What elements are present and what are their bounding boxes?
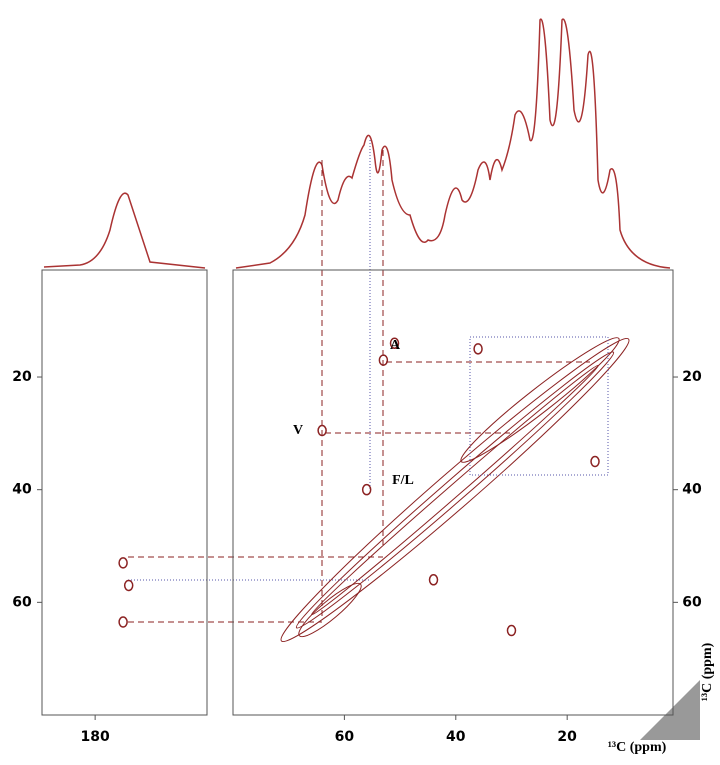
cross-peak [473, 343, 483, 355]
y-tick-label: 40 [682, 482, 702, 498]
y-tick-label: 40 [12, 482, 32, 498]
x-axis-label: ¹³C (ppm) [608, 740, 667, 755]
plot-frame [232, 269, 674, 716]
cross-peak [123, 579, 134, 592]
cross-peak [428, 574, 439, 586]
x-tick-label: 40 [446, 729, 466, 745]
y-tick-label: 60 [682, 594, 702, 610]
cross-peak [378, 354, 389, 366]
cross-peak [590, 455, 600, 468]
corner-mark [640, 680, 700, 740]
cross-peak [389, 337, 400, 349]
x-tick-label: 60 [335, 729, 355, 745]
cross-peak [317, 424, 327, 437]
cross-peak [118, 557, 128, 569]
cross-peak [118, 616, 128, 628]
dotted-guides [128, 140, 609, 581]
cross-peak [506, 624, 517, 637]
y-tick-label: 60 [12, 594, 32, 610]
x-tick-label: 20 [557, 729, 577, 745]
plot-frame [41, 269, 208, 716]
cross-peak [361, 483, 372, 496]
diagonal [280, 337, 630, 643]
peak-label: A [390, 338, 401, 353]
guide-lines [128, 150, 590, 623]
y-tick-label: 20 [682, 369, 702, 385]
y-axis-label: ¹³C (ppm) [700, 642, 715, 701]
peak-label: F/L [392, 473, 414, 488]
y-tick-label: 20 [12, 369, 32, 385]
projection [43, 18, 671, 269]
peak-label: V [293, 423, 303, 438]
x-tick-label: 180 [81, 729, 110, 745]
